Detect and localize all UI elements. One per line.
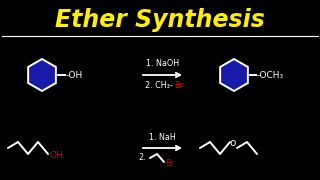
Text: Br: Br — [165, 159, 174, 168]
Text: 2. CH₃-: 2. CH₃- — [145, 80, 172, 89]
Polygon shape — [28, 59, 56, 91]
Text: Br: Br — [174, 80, 183, 89]
Text: o: o — [230, 138, 236, 148]
Text: 2.: 2. — [138, 154, 146, 163]
Text: OH: OH — [50, 150, 64, 159]
Polygon shape — [220, 59, 248, 91]
Text: 1. NaOH: 1. NaOH — [146, 60, 179, 69]
Text: 1. NaH: 1. NaH — [149, 132, 176, 141]
Text: Ether Synthesis: Ether Synthesis — [55, 8, 265, 32]
Text: -OH: -OH — [66, 71, 83, 80]
Text: -OCH₃: -OCH₃ — [257, 71, 284, 80]
